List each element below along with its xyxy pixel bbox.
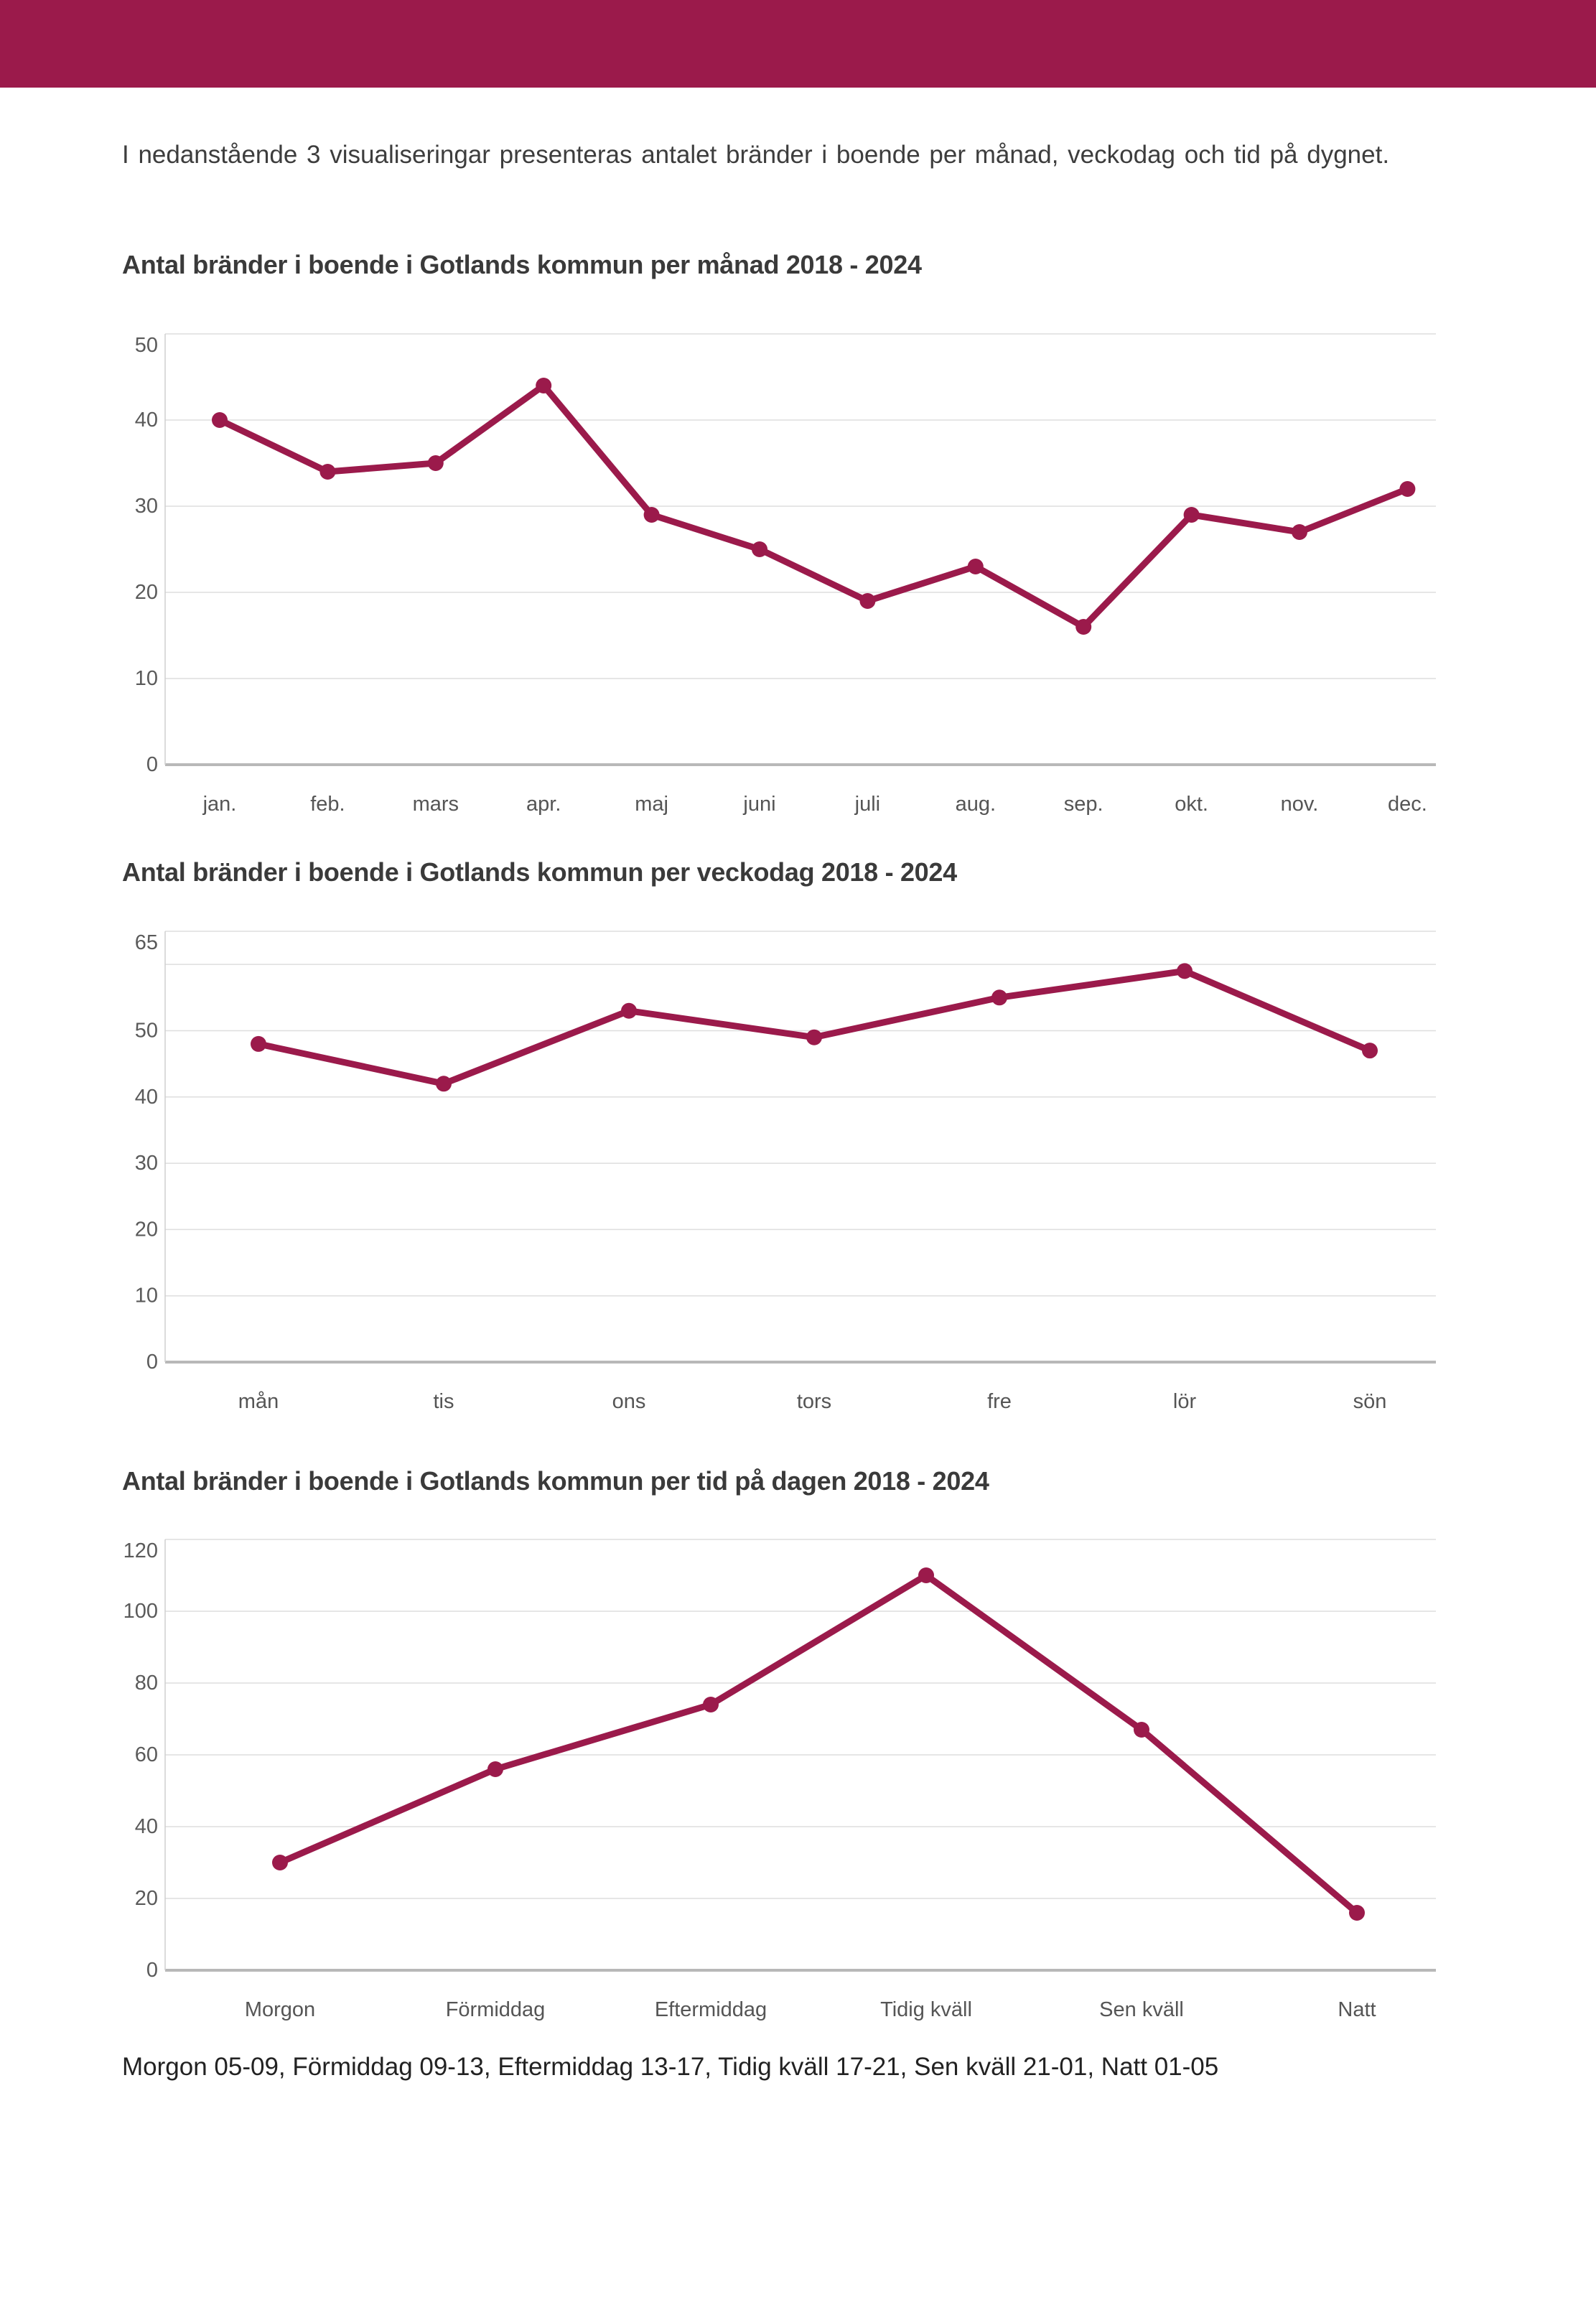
x-tick-label: juli [854,793,880,816]
time-ranges-footnote: Morgon 05-09, Förmiddag 09-13, Eftermidd… [122,2053,1219,2081]
y-tick-label: 40 [135,1086,158,1109]
x-tick-label: tis [434,1390,454,1413]
intro-text: I nedanstående 3 visualiseringar present… [122,141,1390,169]
chart-section-time-of-day: Antal bränder i boende i Gotlands kommun… [0,1466,1596,2046]
x-tick-label: sep. [1064,793,1103,816]
y-tick-label: 30 [135,495,158,518]
data-point [1292,524,1307,540]
data-point [859,593,876,609]
y-tick-label: 20 [135,581,158,604]
x-tick-label: okt. [1175,793,1208,816]
y-tick-label: 0 [146,753,158,776]
y-tick-label: 10 [135,667,158,690]
line-chart-month: 0 10 20 30 40 50 jan. feb. mars apr. maj juni juli au… [135,333,1436,816]
y-tick-label: 20 [135,1887,158,1910]
data-point [1177,963,1193,979]
data-point [621,1002,637,1019]
data-point [1134,1722,1149,1738]
x-tick-label: Eftermiddag [655,1998,767,2021]
y-tick-label: 65 [135,931,158,954]
x-tick-label: ons [612,1390,646,1413]
chart-section-month: Antal bränder i boende i Gotlands kommun… [0,250,1596,847]
y-tick-label: 0 [146,1959,158,1982]
y-tick-label: 40 [135,409,158,432]
line-chart-weekday: 0 10 20 30 40 50 65 mån tis ons tors fre lör sön [135,931,1436,1413]
chart-title-month: Antal bränder i boende i Gotlands kommun… [122,250,922,279]
data-point [967,559,984,574]
data-point [436,1076,452,1092]
chart-section-weekday: Antal bränder i boende i Gotlands kommun… [0,857,1596,1434]
data-point [319,464,336,480]
y-tick-label: 40 [135,1815,158,1838]
x-tick-label: Sen kväll [1099,1998,1184,2021]
x-tick-label: lör [1173,1390,1197,1413]
y-tick-label: 100 [123,1600,158,1623]
data-point [918,1567,934,1583]
data-point [536,378,552,393]
data-point [703,1697,719,1712]
series-line [255,967,1373,1087]
series-line [216,382,1411,630]
data-point [1362,1043,1378,1059]
x-tick-label: feb. [310,793,345,816]
y-tick-label: 20 [135,1218,158,1241]
y-tick-label: 50 [135,334,158,357]
chart-title-time-of-day: Antal bränder i boende i Gotlands kommun… [122,1466,989,1496]
y-tick-label: 10 [135,1285,158,1308]
y-tick-label: 120 [123,1539,158,1562]
data-point [251,1035,266,1052]
y-tick-label: 50 [135,1019,158,1042]
x-tick-label: jan. [202,793,237,816]
data-point [427,455,444,471]
header-bar [0,0,1596,88]
x-tick-label: Natt [1338,1998,1376,2021]
data-point [1183,507,1200,523]
data-point [487,1761,503,1777]
y-tick-label: 0 [146,1351,158,1374]
x-tick-label: juni [742,793,775,816]
y-tick-label: 30 [135,1152,158,1175]
y-tick-label: 60 [135,1743,158,1766]
x-tick-label: Tidig kväll [880,1998,972,2021]
line-chart-time-of-day: 0 20 40 60 80 100 120 Morgon Förmiddag Eftermidda… [123,1539,1436,2021]
data-point [1349,1905,1365,1921]
x-tick-label: apr. [526,793,561,816]
data-point [1075,619,1092,635]
x-tick-label: tors [797,1390,831,1413]
y-tick-label: 80 [135,1672,158,1695]
data-point [806,1029,822,1045]
x-tick-label: mars [413,793,459,816]
x-tick-label: aug. [956,793,996,816]
chart-title-weekday: Antal bränder i boende i Gotlands kommun… [122,857,957,887]
x-tick-label: Morgon [245,1998,315,2021]
series-line [276,1572,1361,1916]
x-tick-label: fre [987,1390,1012,1413]
x-tick-label: maj [635,793,668,816]
x-tick-label: dec. [1388,793,1427,816]
x-tick-label: nov. [1281,793,1319,816]
x-tick-label: sön [1353,1390,1387,1413]
data-point [272,1855,288,1870]
data-point [212,412,228,428]
x-tick-label: Förmiddag [446,1998,546,2021]
x-tick-label: mån [238,1390,279,1413]
data-point [643,507,660,523]
data-point [1399,481,1416,497]
data-point [991,989,1007,1006]
data-point [752,541,767,557]
